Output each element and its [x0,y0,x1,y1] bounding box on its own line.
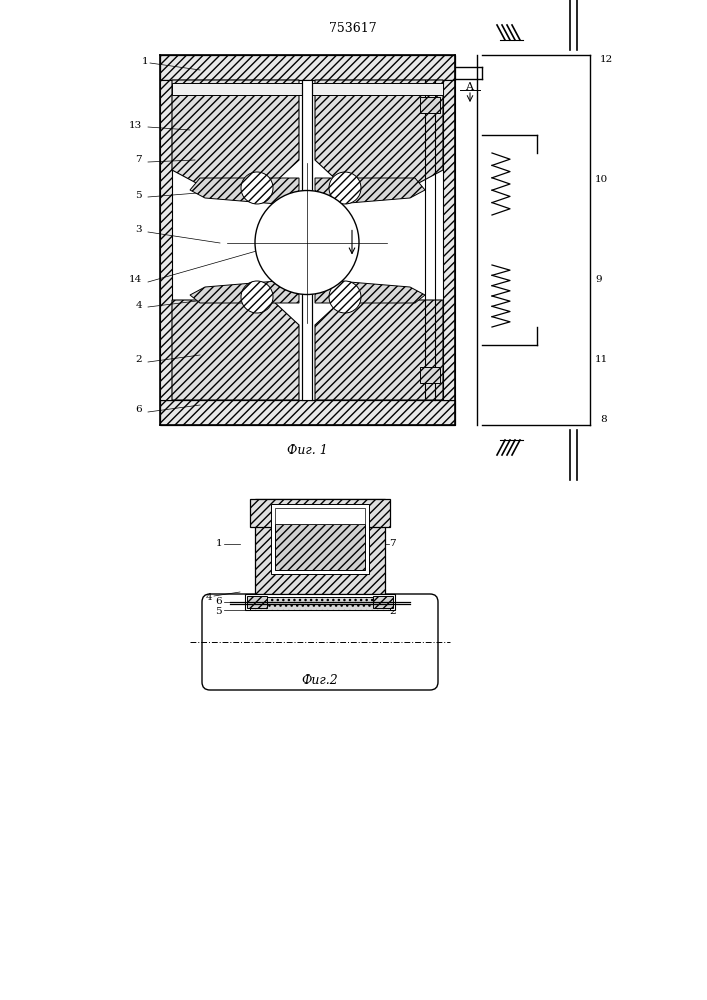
Circle shape [241,281,273,313]
Bar [160,55,455,80]
Text: 6: 6 [216,597,222,606]
Text: 2: 2 [389,607,396,616]
Bar [443,80,455,400]
Text: 13: 13 [129,120,142,129]
Circle shape [329,172,361,204]
Text: A – A: A – A [304,500,336,514]
Text: 3: 3 [135,226,142,234]
Text: 9: 9 [595,275,602,284]
Circle shape [255,190,359,294]
Text: 14: 14 [129,275,142,284]
Bar [301,203,313,215]
Bar [373,596,393,608]
Bar [255,499,385,594]
Bar [247,596,267,608]
Bar [275,508,365,524]
Circle shape [241,172,273,204]
Bar [250,499,390,527]
Text: 8: 8 [600,416,607,424]
Polygon shape [190,178,299,205]
Polygon shape [315,178,425,205]
Text: 753617: 753617 [329,21,377,34]
Bar [302,80,312,400]
Text: 7: 7 [389,540,396,548]
Text: A: A [465,82,473,92]
Text: 5: 5 [216,607,222,616]
Polygon shape [190,280,299,303]
Polygon shape [315,300,443,400]
FancyBboxPatch shape [202,594,438,690]
Text: 12: 12 [600,55,613,64]
Text: 4: 4 [135,300,142,310]
Bar [250,597,390,610]
Polygon shape [172,300,299,400]
Text: 11: 11 [595,356,608,364]
Bar [275,524,365,570]
Text: 4: 4 [205,592,212,601]
Text: A: A [338,258,345,267]
Bar [420,367,440,383]
Text: 7: 7 [135,155,142,164]
Text: Фиг.2: Фиг.2 [302,674,339,686]
Bar [420,97,440,113]
Bar [287,270,299,282]
Polygon shape [315,80,443,185]
Polygon shape [315,280,425,303]
Bar [315,270,327,282]
Text: 1: 1 [141,57,148,66]
Text: 5: 5 [135,190,142,200]
Bar [301,270,313,282]
Bar [287,203,299,215]
Bar [315,203,327,215]
Bar [172,83,443,95]
Text: Фиг. 1: Фиг. 1 [286,444,327,456]
Bar [160,400,455,425]
Text: 1: 1 [216,540,222,548]
Bar [245,594,395,610]
Text: 2: 2 [135,356,142,364]
Text: 6: 6 [135,406,142,414]
Bar [271,504,369,574]
Polygon shape [172,80,299,185]
Text: 10: 10 [595,176,608,184]
Circle shape [329,281,361,313]
Bar [160,80,172,400]
